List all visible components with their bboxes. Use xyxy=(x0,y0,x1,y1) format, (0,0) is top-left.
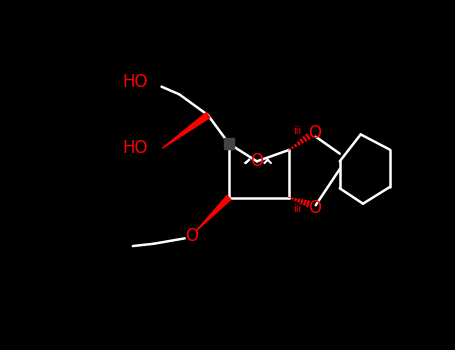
Text: O: O xyxy=(308,198,321,217)
Text: iii: iii xyxy=(293,204,302,214)
Text: O: O xyxy=(250,152,263,170)
Polygon shape xyxy=(197,196,231,231)
Bar xyxy=(223,138,234,149)
Text: O: O xyxy=(185,227,198,245)
Polygon shape xyxy=(162,113,210,148)
Text: HO: HO xyxy=(123,73,148,91)
Text: O: O xyxy=(308,124,321,142)
Text: iii: iii xyxy=(293,126,302,136)
Text: HO: HO xyxy=(123,139,148,157)
